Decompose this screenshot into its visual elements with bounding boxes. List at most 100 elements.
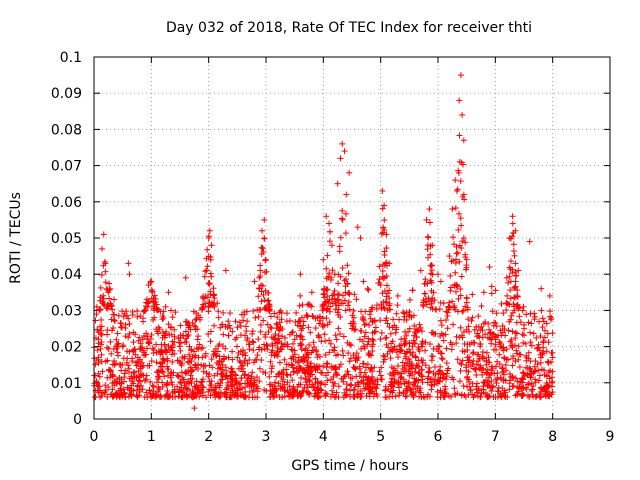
data-point — [458, 245, 465, 252]
data-point — [316, 353, 323, 360]
data-point — [390, 316, 397, 323]
data-point — [329, 379, 336, 386]
data-point — [126, 391, 133, 398]
data-point — [139, 386, 146, 393]
data-point — [348, 342, 355, 349]
data-point — [459, 111, 466, 118]
data-point — [234, 324, 241, 331]
data-point — [298, 346, 305, 353]
data-point — [240, 365, 247, 372]
data-point — [409, 287, 416, 294]
data-point — [267, 358, 274, 365]
data-point — [451, 390, 458, 397]
data-point — [522, 340, 529, 347]
data-point — [292, 388, 299, 395]
data-point — [454, 186, 461, 193]
data-point — [202, 268, 209, 275]
data-point — [515, 267, 522, 274]
data-point — [514, 378, 521, 385]
data-point — [260, 291, 267, 298]
data-point — [389, 379, 396, 386]
data-point — [452, 391, 459, 398]
data-point — [374, 302, 381, 309]
data-point — [342, 307, 349, 314]
data-point — [189, 387, 196, 394]
data-point — [357, 327, 364, 334]
data-point — [515, 388, 522, 395]
data-point — [107, 300, 114, 307]
data-point — [290, 368, 297, 375]
data-point — [205, 331, 212, 338]
data-point — [233, 372, 240, 379]
data-point — [492, 341, 499, 348]
data-point — [387, 388, 394, 395]
data-point — [250, 308, 257, 315]
data-point — [205, 373, 212, 380]
data-point — [384, 320, 391, 327]
data-point — [398, 381, 405, 388]
data-point — [121, 311, 128, 318]
data-point — [427, 251, 434, 258]
data-point — [453, 288, 460, 295]
data-point — [264, 321, 271, 328]
data-point — [457, 367, 464, 374]
data-point — [456, 378, 463, 385]
data-point — [459, 334, 466, 341]
y-tick-label: 0 — [73, 412, 82, 428]
data-point — [361, 385, 368, 392]
data-point — [409, 352, 416, 359]
data-point — [188, 380, 195, 387]
data-point — [345, 270, 352, 277]
data-point — [246, 388, 253, 395]
data-point — [533, 334, 540, 341]
data-point — [516, 379, 523, 386]
data-point — [218, 376, 225, 383]
data-point — [245, 394, 252, 401]
data-point — [469, 314, 476, 321]
data-point — [298, 327, 305, 334]
data-point — [438, 350, 445, 357]
data-point — [519, 307, 526, 314]
data-point — [527, 329, 534, 336]
data-point — [105, 345, 112, 352]
data-point — [305, 300, 312, 307]
data-point — [203, 370, 210, 377]
data-point — [272, 351, 279, 358]
data-point — [122, 321, 129, 328]
data-point — [342, 392, 349, 399]
data-point — [484, 393, 491, 400]
data-point — [162, 303, 169, 310]
y-tick-label: 0.08 — [51, 122, 82, 138]
data-point — [543, 372, 550, 379]
grid — [94, 57, 610, 419]
data-point — [304, 312, 311, 319]
data-point — [331, 271, 338, 278]
data-point — [258, 298, 265, 305]
data-point — [315, 394, 322, 401]
data-point — [169, 338, 176, 345]
data-point — [188, 368, 195, 375]
data-point — [249, 328, 256, 335]
data-point — [265, 307, 272, 314]
data-point — [368, 365, 375, 372]
data-point — [119, 343, 126, 350]
data-point — [100, 295, 107, 302]
data-point — [398, 336, 405, 343]
data-point — [110, 346, 117, 353]
data-point — [120, 378, 127, 385]
data-point — [113, 336, 120, 343]
data-point — [451, 385, 458, 392]
data-point — [311, 387, 318, 394]
data-point — [470, 349, 477, 356]
data-point — [493, 346, 500, 353]
data-point — [538, 307, 545, 314]
data-point — [270, 394, 277, 401]
data-point — [516, 313, 523, 320]
data-point — [437, 394, 444, 401]
data-point — [281, 381, 288, 388]
data-point — [295, 318, 302, 325]
data-point — [422, 339, 429, 346]
data-point — [109, 306, 116, 313]
data-point — [380, 352, 387, 359]
data-point — [365, 335, 372, 342]
